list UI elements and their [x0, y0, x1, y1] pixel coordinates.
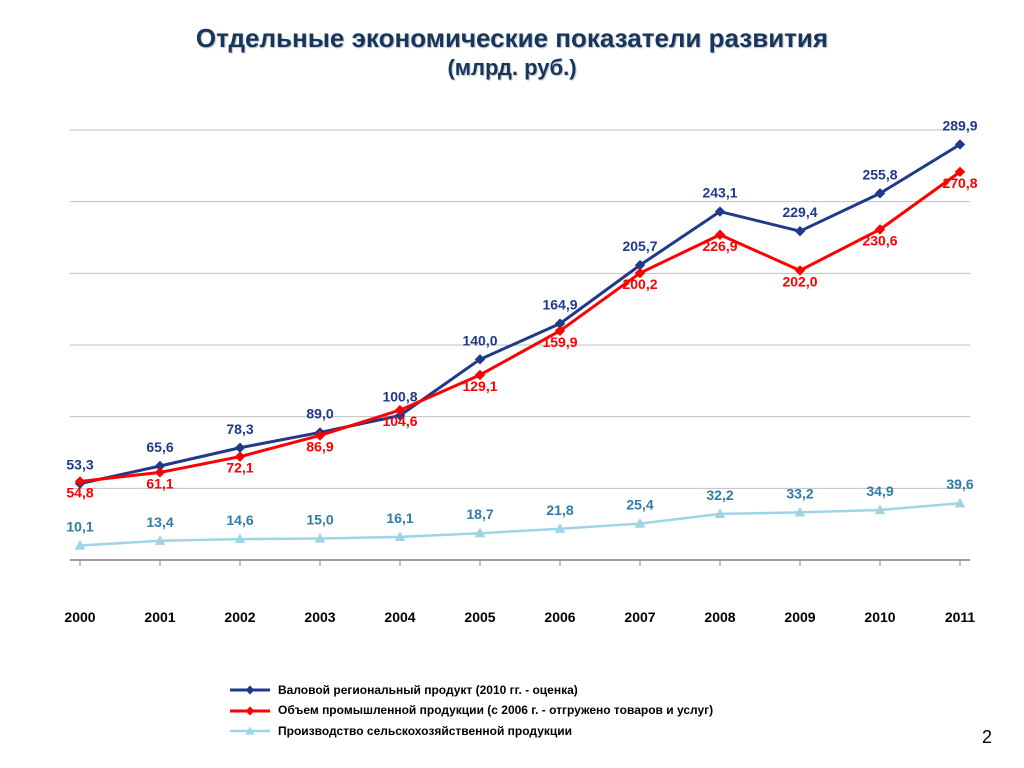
xaxis-label: 2006 [544, 609, 575, 625]
series-data-label: 230,6 [862, 232, 897, 248]
series-data-label: 255,8 [862, 166, 897, 182]
xaxis-label: 2008 [704, 609, 735, 625]
series-data-label: 61,1 [146, 475, 173, 491]
series-data-label: 32,2 [706, 487, 733, 503]
series-data-label: 129,1 [462, 378, 497, 394]
series-data-label: 21,8 [546, 502, 573, 518]
legend-swatch [230, 725, 270, 737]
series-data-label: 243,1 [702, 185, 737, 201]
series-data-label: 65,6 [146, 439, 173, 455]
xaxis-label: 2004 [384, 609, 415, 625]
chart-legend: Валовой региональный продукт (2010 гг. -… [230, 680, 713, 741]
xaxis-label: 2001 [144, 609, 175, 625]
series-data-label: 202,0 [782, 273, 817, 289]
legend-label: Валовой региональный продукт (2010 гг. -… [278, 680, 578, 700]
series-data-label: 229,4 [782, 204, 817, 220]
series-data-label: 34,9 [866, 483, 893, 499]
chart-xaxis: 2000 2001 2002 2003 2004 2005 2006 2007 2008 2009… [0, 600, 1024, 640]
series-data-label: 86,9 [306, 438, 333, 454]
series-data-label: 89,0 [306, 405, 333, 421]
page-number: 2 [982, 727, 992, 748]
chart-svg: 53,3 65,6 78,3 89,0 100,8 140,0 164,9 205,7 243,… [0, 120, 1024, 600]
chart-title-line2: (млрд. руб.) [0, 55, 1024, 81]
series-data-label: 226,9 [702, 238, 737, 254]
legend-label: Объем промышленной продукции (с 2006 г. … [278, 700, 713, 720]
series-data-label: 10,1 [66, 519, 93, 535]
series-data-label: 200,2 [622, 276, 657, 292]
series-data-label: 16,1 [386, 510, 413, 526]
legend-item: Объем промышленной продукции (с 2006 г. … [230, 700, 713, 720]
series-data-label: 270,8 [942, 175, 977, 191]
series-data-label: 18,7 [466, 506, 493, 522]
chart-title-block: Отдельные экономические показатели разви… [0, 0, 1024, 81]
legend-swatch [230, 705, 270, 717]
series-data-label: 14,6 [226, 512, 253, 528]
series-data-label: 78,3 [226, 421, 253, 437]
xaxis-label: 2010 [864, 609, 895, 625]
series-data-label: 53,3 [66, 457, 93, 473]
series-line-agri [80, 503, 960, 545]
series-data-label: 25,4 [626, 497, 653, 513]
series-data-label: 104,6 [382, 413, 417, 429]
chart-title-line1: Отдельные экономические показатели разви… [0, 22, 1024, 55]
series-data-label: 72,1 [226, 460, 253, 476]
series-data-label: 39,6 [946, 476, 973, 492]
xaxis-label: 2005 [464, 609, 495, 625]
series-data-label: 54,8 [66, 484, 93, 500]
series-data-label: 100,8 [382, 389, 417, 405]
series-data-label: 289,9 [942, 120, 977, 133]
legend-label: Производство сельскохозяйственной продук… [278, 721, 572, 741]
xaxis-label: 2003 [304, 609, 335, 625]
series-data-label: 33,2 [786, 485, 813, 501]
series-data-label: 15,0 [306, 512, 333, 528]
legend-item: Производство сельскохозяйственной продук… [230, 721, 713, 741]
series-line-grp [80, 144, 960, 483]
series-data-label: 205,7 [622, 238, 657, 254]
series-data-label: 159,9 [542, 334, 577, 350]
xaxis-label: 2007 [624, 609, 655, 625]
series-data-label: 140,0 [462, 332, 497, 348]
xaxis-label: 2002 [224, 609, 255, 625]
xaxis-label: 2009 [784, 609, 815, 625]
legend-swatch [230, 684, 270, 696]
chart-plot-area: 53,3 65,6 78,3 89,0 100,8 140,0 164,9 205,7 243,… [0, 120, 1024, 680]
series-data-label: 13,4 [146, 514, 173, 530]
xaxis-label: 2011 [945, 609, 976, 625]
series-data-label: 164,9 [542, 297, 577, 313]
xaxis-label: 2000 [64, 609, 95, 625]
legend-item: Валовой региональный продукт (2010 гг. -… [230, 680, 713, 700]
